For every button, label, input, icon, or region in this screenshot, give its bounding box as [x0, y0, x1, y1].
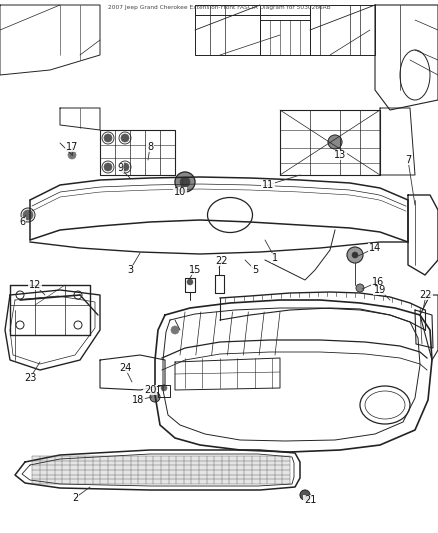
Text: 2: 2 — [72, 493, 78, 503]
Text: 3: 3 — [127, 265, 133, 275]
Text: 22: 22 — [420, 290, 432, 300]
Circle shape — [347, 247, 363, 263]
Text: 18: 18 — [132, 395, 144, 405]
Circle shape — [23, 210, 33, 220]
Circle shape — [121, 134, 129, 142]
Circle shape — [175, 172, 195, 192]
Circle shape — [187, 279, 193, 285]
Text: 23: 23 — [24, 373, 36, 383]
Circle shape — [171, 326, 179, 334]
Circle shape — [104, 163, 112, 171]
Text: 19: 19 — [374, 285, 386, 295]
Text: 22: 22 — [216, 256, 228, 266]
Circle shape — [150, 392, 160, 402]
Text: 10: 10 — [174, 187, 186, 197]
FancyBboxPatch shape — [32, 456, 290, 484]
Circle shape — [328, 135, 342, 149]
Text: 11: 11 — [262, 180, 274, 190]
Text: 24: 24 — [119, 363, 131, 373]
Circle shape — [161, 385, 167, 391]
Text: 12: 12 — [29, 280, 41, 290]
Text: 14: 14 — [369, 243, 381, 253]
Circle shape — [121, 163, 129, 171]
Text: 7: 7 — [405, 155, 411, 165]
Circle shape — [104, 134, 112, 142]
Text: 15: 15 — [189, 265, 201, 275]
Text: 16: 16 — [372, 277, 384, 287]
Text: 5: 5 — [252, 265, 258, 275]
Circle shape — [300, 490, 310, 500]
Circle shape — [180, 177, 190, 187]
Circle shape — [68, 151, 76, 159]
Text: 17: 17 — [66, 142, 78, 152]
Text: 21: 21 — [304, 495, 316, 505]
Text: 2007 Jeep Grand Cherokee Extension-Front FASCIA Diagram for 5030266AB: 2007 Jeep Grand Cherokee Extension-Front… — [108, 5, 330, 10]
Circle shape — [352, 252, 358, 258]
Text: 8: 8 — [147, 142, 153, 152]
Circle shape — [356, 284, 364, 292]
Text: 20: 20 — [144, 385, 156, 395]
Text: 6: 6 — [19, 217, 25, 227]
Text: 13: 13 — [334, 150, 346, 160]
Text: 9: 9 — [117, 163, 123, 173]
Text: 1: 1 — [272, 253, 278, 263]
